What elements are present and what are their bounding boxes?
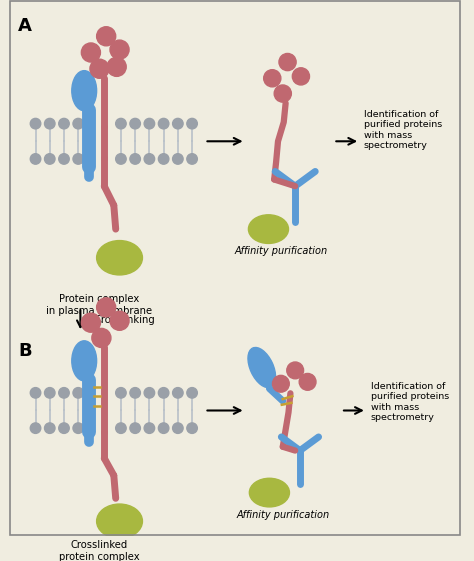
Circle shape <box>158 388 169 398</box>
Circle shape <box>45 154 55 164</box>
Circle shape <box>73 388 83 398</box>
Text: B: B <box>18 342 32 360</box>
Circle shape <box>116 118 126 129</box>
Text: Crosslinked
protein complex: Crosslinked protein complex <box>59 540 140 561</box>
Circle shape <box>130 154 140 164</box>
Circle shape <box>110 311 129 330</box>
Circle shape <box>187 423 197 434</box>
Text: Protein complex
in plasma membrane: Protein complex in plasma membrane <box>46 294 153 316</box>
Circle shape <box>97 27 116 46</box>
Text: Crosslinking: Crosslinking <box>95 315 155 325</box>
Circle shape <box>73 423 83 434</box>
Circle shape <box>30 118 41 129</box>
Circle shape <box>158 118 169 129</box>
Circle shape <box>116 423 126 434</box>
Circle shape <box>158 423 169 434</box>
Circle shape <box>187 388 197 398</box>
Circle shape <box>158 154 169 164</box>
Circle shape <box>45 388 55 398</box>
Circle shape <box>144 154 155 164</box>
Circle shape <box>73 154 83 164</box>
Circle shape <box>45 423 55 434</box>
Circle shape <box>144 118 155 129</box>
Circle shape <box>279 53 296 71</box>
Circle shape <box>187 118 197 129</box>
Text: Identification of
purified proteins
with mass
spectrometry: Identification of purified proteins with… <box>364 110 442 150</box>
Circle shape <box>107 57 126 76</box>
Circle shape <box>144 423 155 434</box>
Circle shape <box>59 388 69 398</box>
Circle shape <box>144 388 155 398</box>
Ellipse shape <box>249 479 290 507</box>
Ellipse shape <box>72 71 97 111</box>
Text: Identification of
purified proteins
with mass
spectrometry: Identification of purified proteins with… <box>371 382 449 422</box>
Circle shape <box>30 154 41 164</box>
Circle shape <box>299 374 316 390</box>
Circle shape <box>116 154 126 164</box>
Circle shape <box>130 388 140 398</box>
Circle shape <box>173 388 183 398</box>
Ellipse shape <box>248 215 289 243</box>
Circle shape <box>45 118 55 129</box>
Circle shape <box>274 85 292 102</box>
Circle shape <box>273 375 289 392</box>
Text: A: A <box>18 17 32 35</box>
Circle shape <box>130 423 140 434</box>
Ellipse shape <box>248 347 275 388</box>
Circle shape <box>116 388 126 398</box>
Circle shape <box>187 154 197 164</box>
Circle shape <box>130 118 140 129</box>
Circle shape <box>287 362 303 379</box>
Ellipse shape <box>72 341 97 381</box>
Circle shape <box>264 70 281 87</box>
Circle shape <box>173 154 183 164</box>
Ellipse shape <box>97 504 143 539</box>
Circle shape <box>292 68 310 85</box>
Circle shape <box>30 423 41 434</box>
Circle shape <box>92 328 111 347</box>
Text: Affinity purification: Affinity purification <box>236 510 329 520</box>
Circle shape <box>59 154 69 164</box>
Circle shape <box>30 388 41 398</box>
Circle shape <box>110 40 129 59</box>
Circle shape <box>73 118 83 129</box>
Circle shape <box>90 59 109 79</box>
Ellipse shape <box>97 241 143 275</box>
Text: Affinity purification: Affinity purification <box>234 246 328 256</box>
Circle shape <box>173 423 183 434</box>
Circle shape <box>59 118 69 129</box>
Circle shape <box>82 43 100 62</box>
Circle shape <box>173 118 183 129</box>
Circle shape <box>97 298 116 317</box>
Circle shape <box>59 423 69 434</box>
Circle shape <box>82 313 100 332</box>
